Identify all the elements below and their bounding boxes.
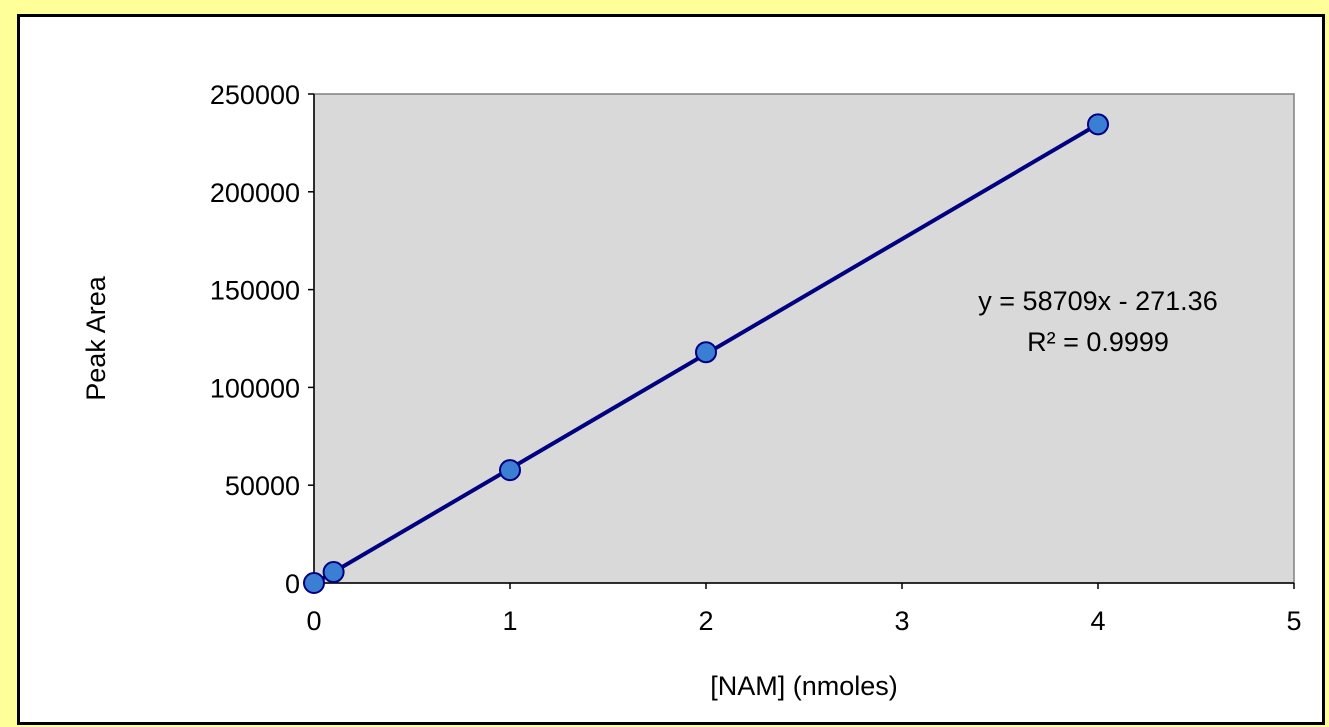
r-squared-label: R² = 0.9999	[1027, 327, 1169, 357]
data-point	[695, 341, 717, 364]
y-tick-label: 0	[285, 569, 300, 599]
x-tick-label: 1	[502, 606, 517, 636]
x-tick-label: 5	[1286, 606, 1301, 636]
plot-layer	[313, 93, 1295, 584]
x-axis-title: [NAM] (nmoles)	[710, 671, 898, 701]
trendline-equation: y = 58709x - 271.36	[978, 286, 1217, 316]
x-tick-label: 4	[1090, 606, 1105, 636]
chart: 0 50000 100000 150000 200000 250000 0 1 2 3 4 5 [NA…	[81, 80, 1302, 701]
y-tick-label: 50000	[225, 471, 300, 501]
chart-frame: 0 50000 100000 150000 200000 250000 0 1 2 3 4 5 [NA…	[17, 14, 1325, 725]
y-axis-title: Peak Area	[81, 275, 111, 401]
y-tick-label: 200000	[210, 178, 300, 208]
data-point	[322, 561, 345, 584]
x-tick-label: 2	[698, 606, 713, 636]
data-point	[1087, 113, 1109, 136]
data-point	[499, 459, 521, 482]
x-tick-label: 0	[306, 606, 321, 636]
label-layer: 0 50000 100000 150000 200000 250000 0 1 2 3 4 5	[210, 80, 1302, 636]
y-tick-label: 150000	[210, 276, 300, 306]
plot-area	[313, 93, 1295, 584]
y-tick-label: 250000	[210, 80, 300, 110]
y-tick-label: 100000	[210, 373, 300, 403]
data-point	[303, 572, 325, 594]
x-tick-label: 3	[894, 606, 909, 636]
data-layer	[303, 113, 1109, 594]
